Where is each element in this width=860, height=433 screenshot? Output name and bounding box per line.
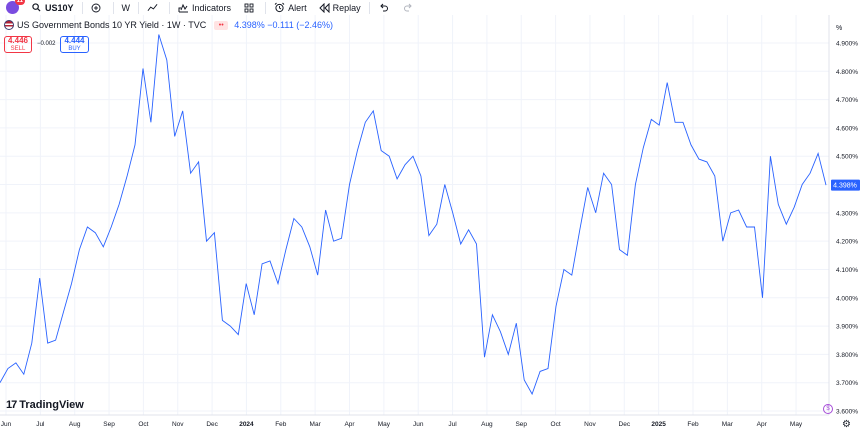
time-axis-label: Jun: [413, 421, 424, 428]
tradingview-logo[interactable]: 17 TradingView: [6, 399, 84, 411]
redo-icon: [404, 2, 415, 13]
toolbar-divider: [169, 1, 171, 14]
indicators-label: Indicators: [192, 2, 232, 13]
time-axis-label: 2024: [239, 421, 254, 428]
replay-label: Replay: [332, 2, 361, 13]
price-axis-label: 3.700%: [836, 380, 858, 387]
time-axis-label: Dec: [619, 421, 631, 428]
visibility-toggle-icon[interactable]: ••: [214, 20, 229, 30]
templates-button[interactable]: [237, 0, 263, 15]
time-axis-label: Aug: [69, 421, 81, 428]
time-axis-label: Feb: [275, 421, 287, 428]
buy-button[interactable]: 4.444 BUY: [60, 36, 89, 53]
buy-price: 4.444: [64, 36, 85, 45]
time-axis-label: Sep: [103, 421, 115, 428]
yield-series-line: [0, 34, 827, 396]
logo-text: TradingView: [19, 399, 84, 411]
time-axis-label: Oct: [551, 421, 561, 428]
buy-label: BUY: [68, 46, 81, 52]
grid-layout-icon: [243, 2, 254, 13]
legend-title: US Government Bonds 10 YR Yield · 1W · T…: [17, 20, 207, 30]
replay-icon: [318, 2, 330, 13]
time-axis-label: Dec: [206, 421, 218, 428]
user-avatar[interactable]: 11: [6, 0, 25, 14]
legend-values: 4.398% −0.111 (−2.46%): [234, 20, 333, 30]
price-axis-label: 4.700%: [836, 97, 858, 104]
symbol-search-button[interactable]: US10Y: [25, 0, 80, 15]
price-axis-label: 4.100%: [836, 267, 858, 274]
price-axis[interactable]: 4.900%4.800%4.700%4.600%4.500%4.400%4.30…: [836, 41, 858, 416]
sell-label: SELL: [10, 46, 26, 52]
time-axis-label: Nov: [172, 421, 184, 428]
chart-type-button[interactable]: [141, 0, 167, 15]
time-axis-label: Jul: [448, 421, 457, 428]
price-axis-label: 4.500%: [836, 154, 858, 161]
time-axis-label: Mar: [722, 421, 734, 428]
alert-label: Alert: [288, 2, 307, 13]
replay-button[interactable]: Replay: [313, 0, 367, 15]
toolbar-divider: [138, 1, 140, 14]
time-axis-label: May: [378, 421, 391, 428]
price-axis-label: 3.600%: [836, 409, 858, 416]
time-axis-label: Apr: [757, 421, 768, 428]
time-axis-label: May: [790, 421, 803, 428]
time-axis[interactable]: Jun Jul Aug Sep Oct Nov Dec 2024 Feb Mar Apr May Jun…: [1, 421, 803, 428]
svg-text:4.398%: 4.398%: [833, 183, 857, 190]
price-axis-label: 4.900%: [836, 41, 858, 48]
symbol-name: US10Y: [45, 2, 74, 13]
alarm-clock-icon: [274, 2, 285, 13]
price-axis-label: 4.000%: [836, 295, 858, 302]
interval-button[interactable]: W: [121, 2, 131, 13]
price-axis-label: 3.800%: [836, 352, 858, 359]
time-axis-label: Apr: [344, 421, 355, 428]
top-toolbar: 11 US10Y W Indicators Alert: [0, 0, 860, 15]
indicators-button[interactable]: Indicators: [172, 0, 237, 15]
current-price-tag: 4.398%: [831, 179, 860, 191]
sell-price: 4.446: [7, 36, 29, 45]
us-flag-icon: [4, 20, 14, 30]
compare-symbol-button[interactable]: [85, 0, 111, 15]
time-axis-label: Aug: [481, 421, 493, 428]
time-axis-label: Feb: [687, 421, 699, 428]
currency-icon[interactable]: $: [823, 404, 833, 414]
gear-icon[interactable]: ⚙: [842, 419, 851, 430]
time-axis-label: Nov: [584, 421, 596, 428]
price-axis-label: 3.900%: [836, 324, 858, 331]
time-axis-label: Sep: [515, 421, 527, 428]
undo-button[interactable]: [372, 0, 398, 15]
grid-lines: [0, 15, 829, 415]
toolbar-divider: [265, 1, 267, 14]
price-axis-unit: %: [836, 25, 842, 32]
logo-mark-icon: 17: [6, 399, 17, 411]
price-axis-label: 4.300%: [836, 210, 858, 217]
spread-value: −0.002: [37, 41, 56, 47]
toolbar-divider: [368, 1, 370, 14]
time-axis-label: Jun: [1, 421, 12, 428]
price-axis-label: 4.800%: [836, 69, 858, 76]
indicators-icon: [178, 2, 189, 13]
line-chart-icon: [147, 2, 158, 13]
price-axis-label: 4.600%: [836, 125, 858, 132]
series-legend[interactable]: US Government Bonds 10 YR Yield · 1W · T…: [4, 20, 333, 30]
price-axis-label: 4.200%: [836, 239, 858, 246]
alert-button[interactable]: Alert: [268, 0, 313, 15]
undo-icon: [378, 2, 389, 13]
sell-button[interactable]: 4.446 SELL: [4, 36, 32, 53]
toolbar-divider: [81, 1, 83, 14]
time-axis-label: 2025: [651, 421, 666, 428]
redo-button[interactable]: [398, 0, 424, 15]
search-icon: [31, 2, 42, 13]
time-axis-label: Mar: [310, 421, 322, 428]
time-axis-label: Oct: [138, 421, 148, 428]
toolbar-divider: [112, 1, 114, 14]
time-axis-label: Jul: [36, 421, 45, 428]
notification-badge: 11: [14, 0, 25, 5]
plus-circle-icon: [91, 2, 102, 13]
